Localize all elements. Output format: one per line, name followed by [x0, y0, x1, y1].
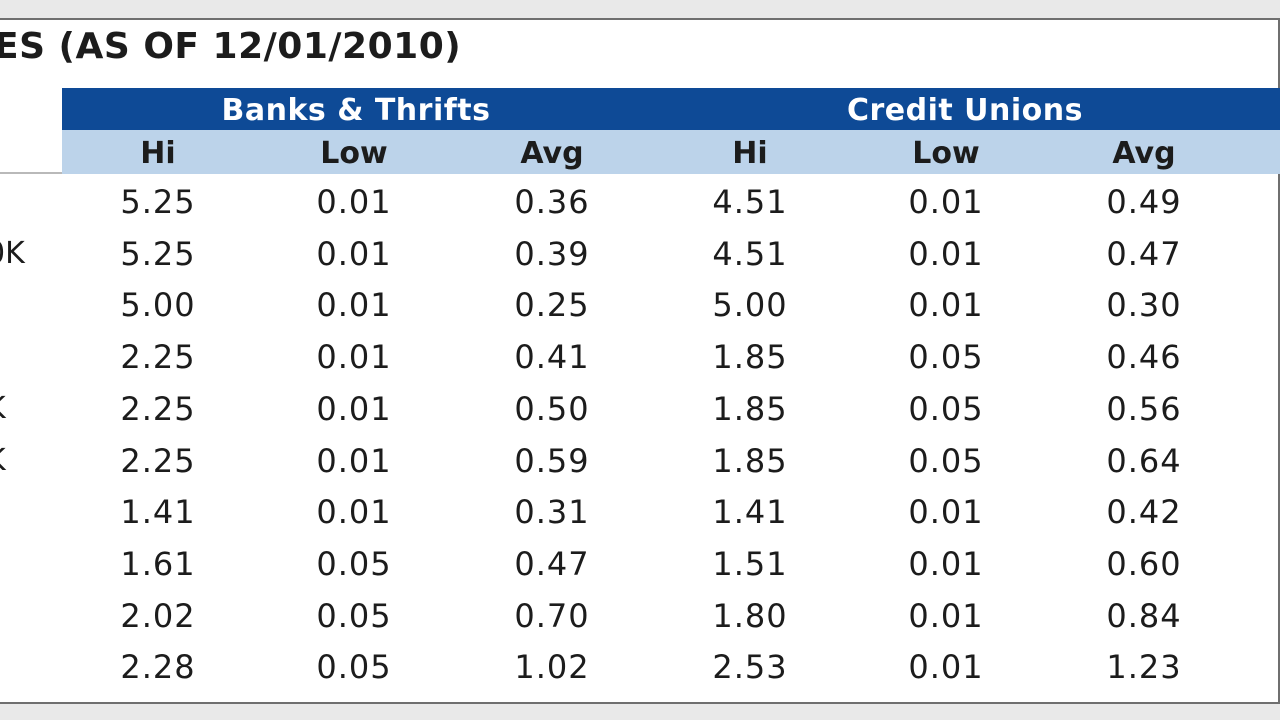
column-header-cu-avg: Avg — [1112, 136, 1176, 171]
table-cell-banks-low: 0.01 — [316, 493, 392, 531]
table-cell-cu-low: 0.01 — [908, 235, 984, 273]
table-cell-cu-hi: 4.51 — [712, 235, 788, 273]
table-cell-cu-low: 0.01 — [908, 286, 984, 324]
table-cell-cu-avg: 0.47 — [1106, 235, 1182, 273]
table-cell-banks-avg: 0.25 — [514, 286, 590, 324]
table-cell-banks-avg: 1.02 — [514, 648, 590, 686]
table-cell-banks-hi: 2.25 — [120, 442, 196, 480]
group-header-banks-thrifts: Banks & Thrifts — [62, 88, 650, 130]
table-cell-banks-hi: 5.25 — [120, 235, 196, 273]
table-cell-cu-low: 0.01 — [908, 545, 984, 583]
table-cell-cu-hi: 1.80 — [712, 597, 788, 635]
column-header-banks-low: Low — [320, 136, 388, 171]
table-cell-cu-hi: 1.85 — [712, 338, 788, 376]
table-cell-banks-avg: 0.47 — [514, 545, 590, 583]
table-cell-cu-avg: 1.23 — [1106, 648, 1182, 686]
row-label: K — [0, 389, 56, 429]
table-cell-banks-hi: 2.25 — [120, 338, 196, 376]
table-cell-banks-low: 0.01 — [316, 183, 392, 221]
table-cell-banks-hi: 5.00 — [120, 286, 196, 324]
table-cell-cu-hi: 1.51 — [712, 545, 788, 583]
table-cell-banks-hi: 2.28 — [120, 648, 196, 686]
row-label-header-divider — [0, 88, 62, 174]
table-cell-cu-low: 0.05 — [908, 390, 984, 428]
table-cell-cu-low: 0.05 — [908, 338, 984, 376]
table-cell-banks-hi: 5.25 — [120, 183, 196, 221]
column-header-cu-low: Low — [912, 136, 980, 171]
table-title: ES (AS OF 12/01/2010) — [0, 26, 462, 67]
table-cell-banks-hi: 2.25 — [120, 390, 196, 428]
table-cell-banks-low: 0.05 — [316, 597, 392, 635]
table-cell-cu-low: 0.01 — [908, 183, 984, 221]
table-cell-cu-low: 0.01 — [908, 648, 984, 686]
table-cell-cu-avg: 0.56 — [1106, 390, 1182, 428]
table-cell-cu-avg: 0.64 — [1106, 442, 1182, 480]
table-cell-banks-low: 0.01 — [316, 442, 392, 480]
table-cell-cu-avg: 0.30 — [1106, 286, 1182, 324]
table-cell-cu-hi: 4.51 — [712, 183, 788, 221]
table-cell-cu-avg: 0.42 — [1106, 493, 1182, 531]
group-header-credit-unions: Credit Unions — [650, 88, 1280, 130]
table-cell-cu-hi: 5.00 — [712, 286, 788, 324]
table-cell-cu-low: 0.01 — [908, 493, 984, 531]
table-cell-cu-low: 0.01 — [908, 597, 984, 635]
table-cell-banks-hi: 2.02 — [120, 597, 196, 635]
table-cell-banks-avg: 0.41 — [514, 338, 590, 376]
table-cell-banks-low: 0.01 — [316, 235, 392, 273]
table-cell-cu-low: 0.05 — [908, 442, 984, 480]
table-cell-banks-low: 0.01 — [316, 286, 392, 324]
table-cell-banks-hi: 1.41 — [120, 493, 196, 531]
table-cell-banks-hi: 1.61 — [120, 545, 196, 583]
column-header-row — [62, 130, 1280, 174]
table-cell-banks-avg: 0.59 — [514, 442, 590, 480]
row-label: K — [0, 441, 56, 481]
row-label: 0K — [0, 236, 25, 271]
table-cell-cu-avg: 0.49 — [1106, 183, 1182, 221]
table-cell-cu-hi: 1.41 — [712, 493, 788, 531]
table-cell-banks-low: 0.05 — [316, 648, 392, 686]
column-header-banks-hi: Hi — [140, 136, 176, 171]
column-header-banks-avg: Avg — [520, 136, 584, 171]
table-cell-banks-low: 0.01 — [316, 390, 392, 428]
table-cell-banks-avg: 0.31 — [514, 493, 590, 531]
column-header-cu-hi: Hi — [732, 136, 768, 171]
table-cell-banks-avg: 0.36 — [514, 183, 590, 221]
table-cell-cu-avg: 0.84 — [1106, 597, 1182, 635]
table-cell-cu-hi: 1.85 — [712, 442, 788, 480]
table-cell-cu-hi: 1.85 — [712, 390, 788, 428]
table-cell-banks-avg: 0.70 — [514, 597, 590, 635]
table-cell-cu-avg: 0.60 — [1106, 545, 1182, 583]
table-cell-banks-avg: 0.39 — [514, 235, 590, 273]
table-cell-cu-hi: 2.53 — [712, 648, 788, 686]
table-cell-cu-avg: 0.46 — [1106, 338, 1182, 376]
table-cell-banks-low: 0.01 — [316, 338, 392, 376]
table-cell-banks-avg: 0.50 — [514, 390, 590, 428]
table-cell-banks-low: 0.05 — [316, 545, 392, 583]
